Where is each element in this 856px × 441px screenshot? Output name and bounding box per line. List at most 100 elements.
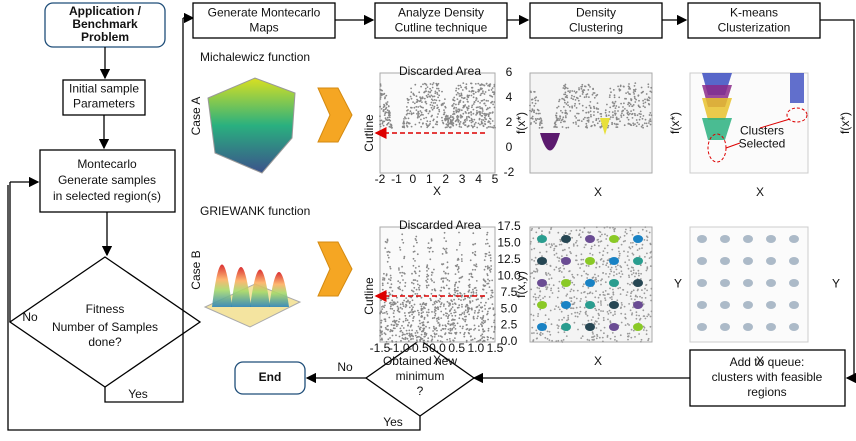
point — [564, 94, 566, 96]
point — [471, 276, 473, 278]
point — [588, 339, 590, 341]
point — [612, 227, 614, 229]
point — [421, 297, 423, 299]
point — [605, 281, 607, 283]
point — [564, 100, 566, 102]
point — [598, 318, 600, 320]
point — [385, 320, 387, 322]
point — [453, 299, 455, 301]
point — [432, 105, 434, 107]
point — [582, 110, 584, 112]
cluster — [697, 323, 707, 331]
point — [483, 99, 485, 101]
point — [443, 328, 445, 330]
point — [573, 303, 575, 305]
point — [394, 322, 396, 324]
point — [423, 329, 425, 331]
point — [423, 91, 425, 93]
y-tick-label: 2.5 — [501, 318, 518, 332]
point — [576, 307, 578, 309]
point — [409, 315, 411, 317]
point — [651, 311, 653, 313]
point — [644, 106, 646, 108]
point — [648, 122, 650, 124]
cluster — [537, 323, 547, 331]
point — [386, 107, 388, 109]
point — [445, 326, 447, 328]
point — [636, 314, 638, 316]
point — [387, 338, 389, 340]
label: Cutline — [362, 114, 376, 152]
point — [624, 261, 626, 263]
point — [382, 121, 384, 123]
point — [468, 333, 470, 335]
point — [644, 239, 646, 241]
point — [567, 317, 569, 319]
point — [482, 316, 484, 318]
point — [487, 311, 489, 313]
point — [448, 280, 450, 282]
point — [584, 227, 586, 229]
point — [404, 334, 406, 336]
point — [628, 119, 630, 121]
point — [632, 267, 634, 269]
point — [388, 251, 390, 253]
point — [592, 121, 594, 123]
point — [401, 233, 403, 235]
point — [402, 242, 404, 244]
point — [573, 122, 575, 124]
cluster — [633, 301, 643, 309]
point — [475, 263, 477, 265]
point — [399, 286, 401, 288]
point — [640, 113, 642, 115]
point — [453, 323, 455, 325]
point — [619, 90, 621, 92]
point — [556, 253, 558, 255]
point — [492, 338, 494, 340]
point — [594, 244, 596, 246]
point — [470, 328, 472, 330]
point — [459, 314, 461, 316]
point — [455, 273, 457, 275]
point — [421, 334, 423, 336]
point — [582, 89, 584, 91]
label: Problem — [81, 30, 129, 44]
point — [535, 330, 537, 332]
point — [493, 314, 495, 316]
point — [591, 125, 593, 127]
point — [397, 308, 399, 310]
point — [391, 308, 393, 310]
point — [463, 319, 465, 321]
point — [416, 293, 418, 295]
point — [454, 113, 456, 115]
point — [535, 103, 537, 105]
point — [408, 322, 410, 324]
point — [456, 124, 458, 126]
point — [448, 323, 450, 325]
label: K-means — [730, 6, 778, 20]
point — [645, 297, 647, 299]
cluster — [561, 323, 571, 331]
point — [604, 227, 606, 229]
point — [442, 280, 444, 282]
point — [438, 109, 440, 111]
point — [416, 289, 418, 291]
point — [630, 248, 632, 250]
point — [638, 273, 640, 275]
cluster — [585, 323, 595, 331]
point — [487, 265, 489, 267]
label: Generate samples — [58, 173, 156, 187]
point — [539, 290, 541, 292]
point — [593, 107, 595, 109]
y-tick-label: 12.5 — [497, 252, 521, 266]
point — [438, 335, 440, 337]
point — [436, 104, 438, 106]
point — [596, 338, 598, 340]
point — [446, 252, 448, 254]
point — [427, 275, 429, 277]
point — [546, 251, 548, 253]
point — [436, 121, 438, 123]
point — [424, 98, 426, 100]
point — [425, 304, 427, 306]
point — [529, 110, 531, 112]
